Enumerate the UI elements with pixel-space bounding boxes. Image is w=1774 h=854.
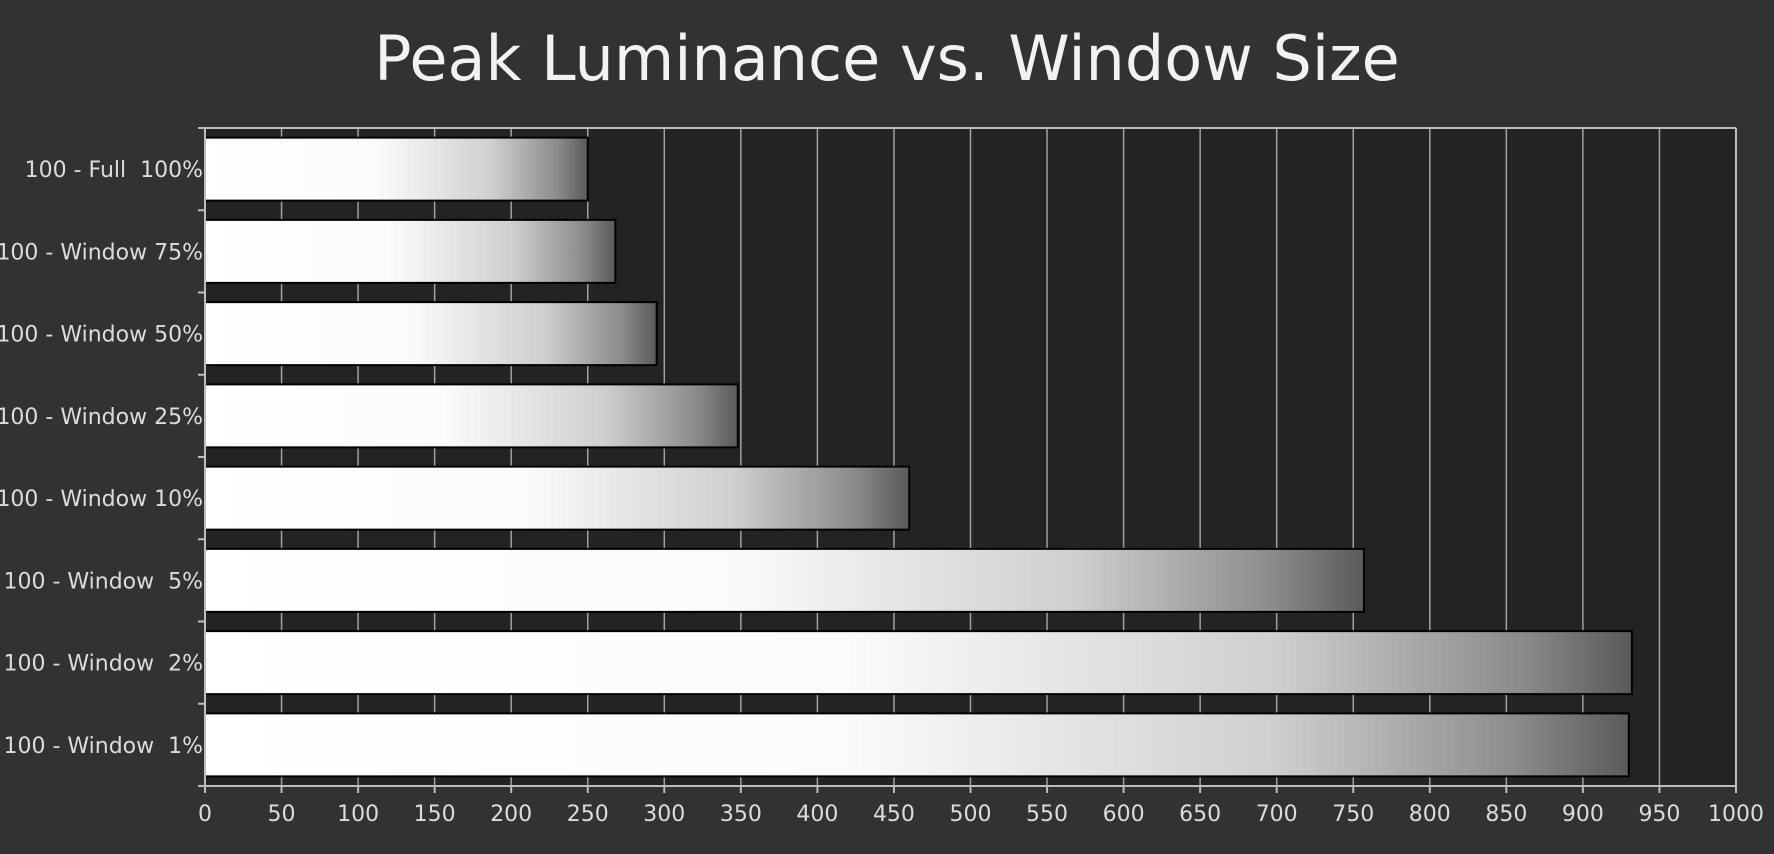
x-tick-label: 750	[1332, 802, 1374, 827]
x-tick-label: 200	[490, 802, 532, 827]
x-tick-label: 0	[198, 802, 212, 827]
y-tick-label: 100 - Window 75%	[0, 240, 203, 265]
bar	[204, 383, 739, 449]
x-tick-label: 300	[643, 802, 685, 827]
bar	[204, 630, 1633, 696]
x-tick-label: 150	[414, 802, 456, 827]
bar	[204, 301, 658, 367]
x-tick-label: 450	[873, 802, 915, 827]
x-tick-label: 1000	[1708, 802, 1764, 827]
y-tick-label: 100 - Window 5%	[3, 569, 203, 594]
bar	[204, 712, 1630, 778]
x-tick-label: 400	[796, 802, 838, 827]
x-tick-label: 550	[1026, 802, 1068, 827]
x-tick-label: 250	[567, 802, 609, 827]
y-tick-label: 100 - Window 50%	[0, 323, 203, 348]
y-tick-labels: 100 - Full 100% 100 - Window 75% 100 - Win…	[0, 158, 203, 759]
axes	[198, 127, 1737, 793]
x-tick-label: 850	[1485, 802, 1527, 827]
x-tick-label: 950	[1638, 802, 1680, 827]
x-tick-label: 900	[1562, 802, 1604, 827]
x-tick-label: 500	[950, 802, 992, 827]
x-tick-labels: 0 50 100 150 200 250 300 350 400 450 500 550 600 650 7…	[198, 802, 1764, 827]
bar	[204, 218, 617, 284]
bars	[204, 136, 1633, 778]
x-tick-label: 100	[337, 802, 379, 827]
x-tick-label: 650	[1179, 802, 1221, 827]
bar	[204, 136, 589, 202]
y-tick-label: 100 - Window 1%	[3, 734, 203, 759]
y-tick-label: 100 - Window 10%	[0, 487, 203, 512]
x-tick-label: 800	[1409, 802, 1451, 827]
y-tick-label: 100 - Window 25%	[0, 405, 203, 430]
x-tick-label: 350	[720, 802, 762, 827]
x-tick-label: 700	[1256, 802, 1298, 827]
y-tick-label: 100 - Window 2%	[3, 652, 203, 677]
bar	[204, 465, 911, 531]
x-tick-label: 50	[268, 802, 296, 827]
x-tick-label: 600	[1103, 802, 1145, 827]
y-tick-label: 100 - Full 100%	[25, 158, 203, 183]
chart-title: Peak Luminance vs. Window Size	[374, 22, 1400, 95]
bar	[204, 547, 1365, 613]
